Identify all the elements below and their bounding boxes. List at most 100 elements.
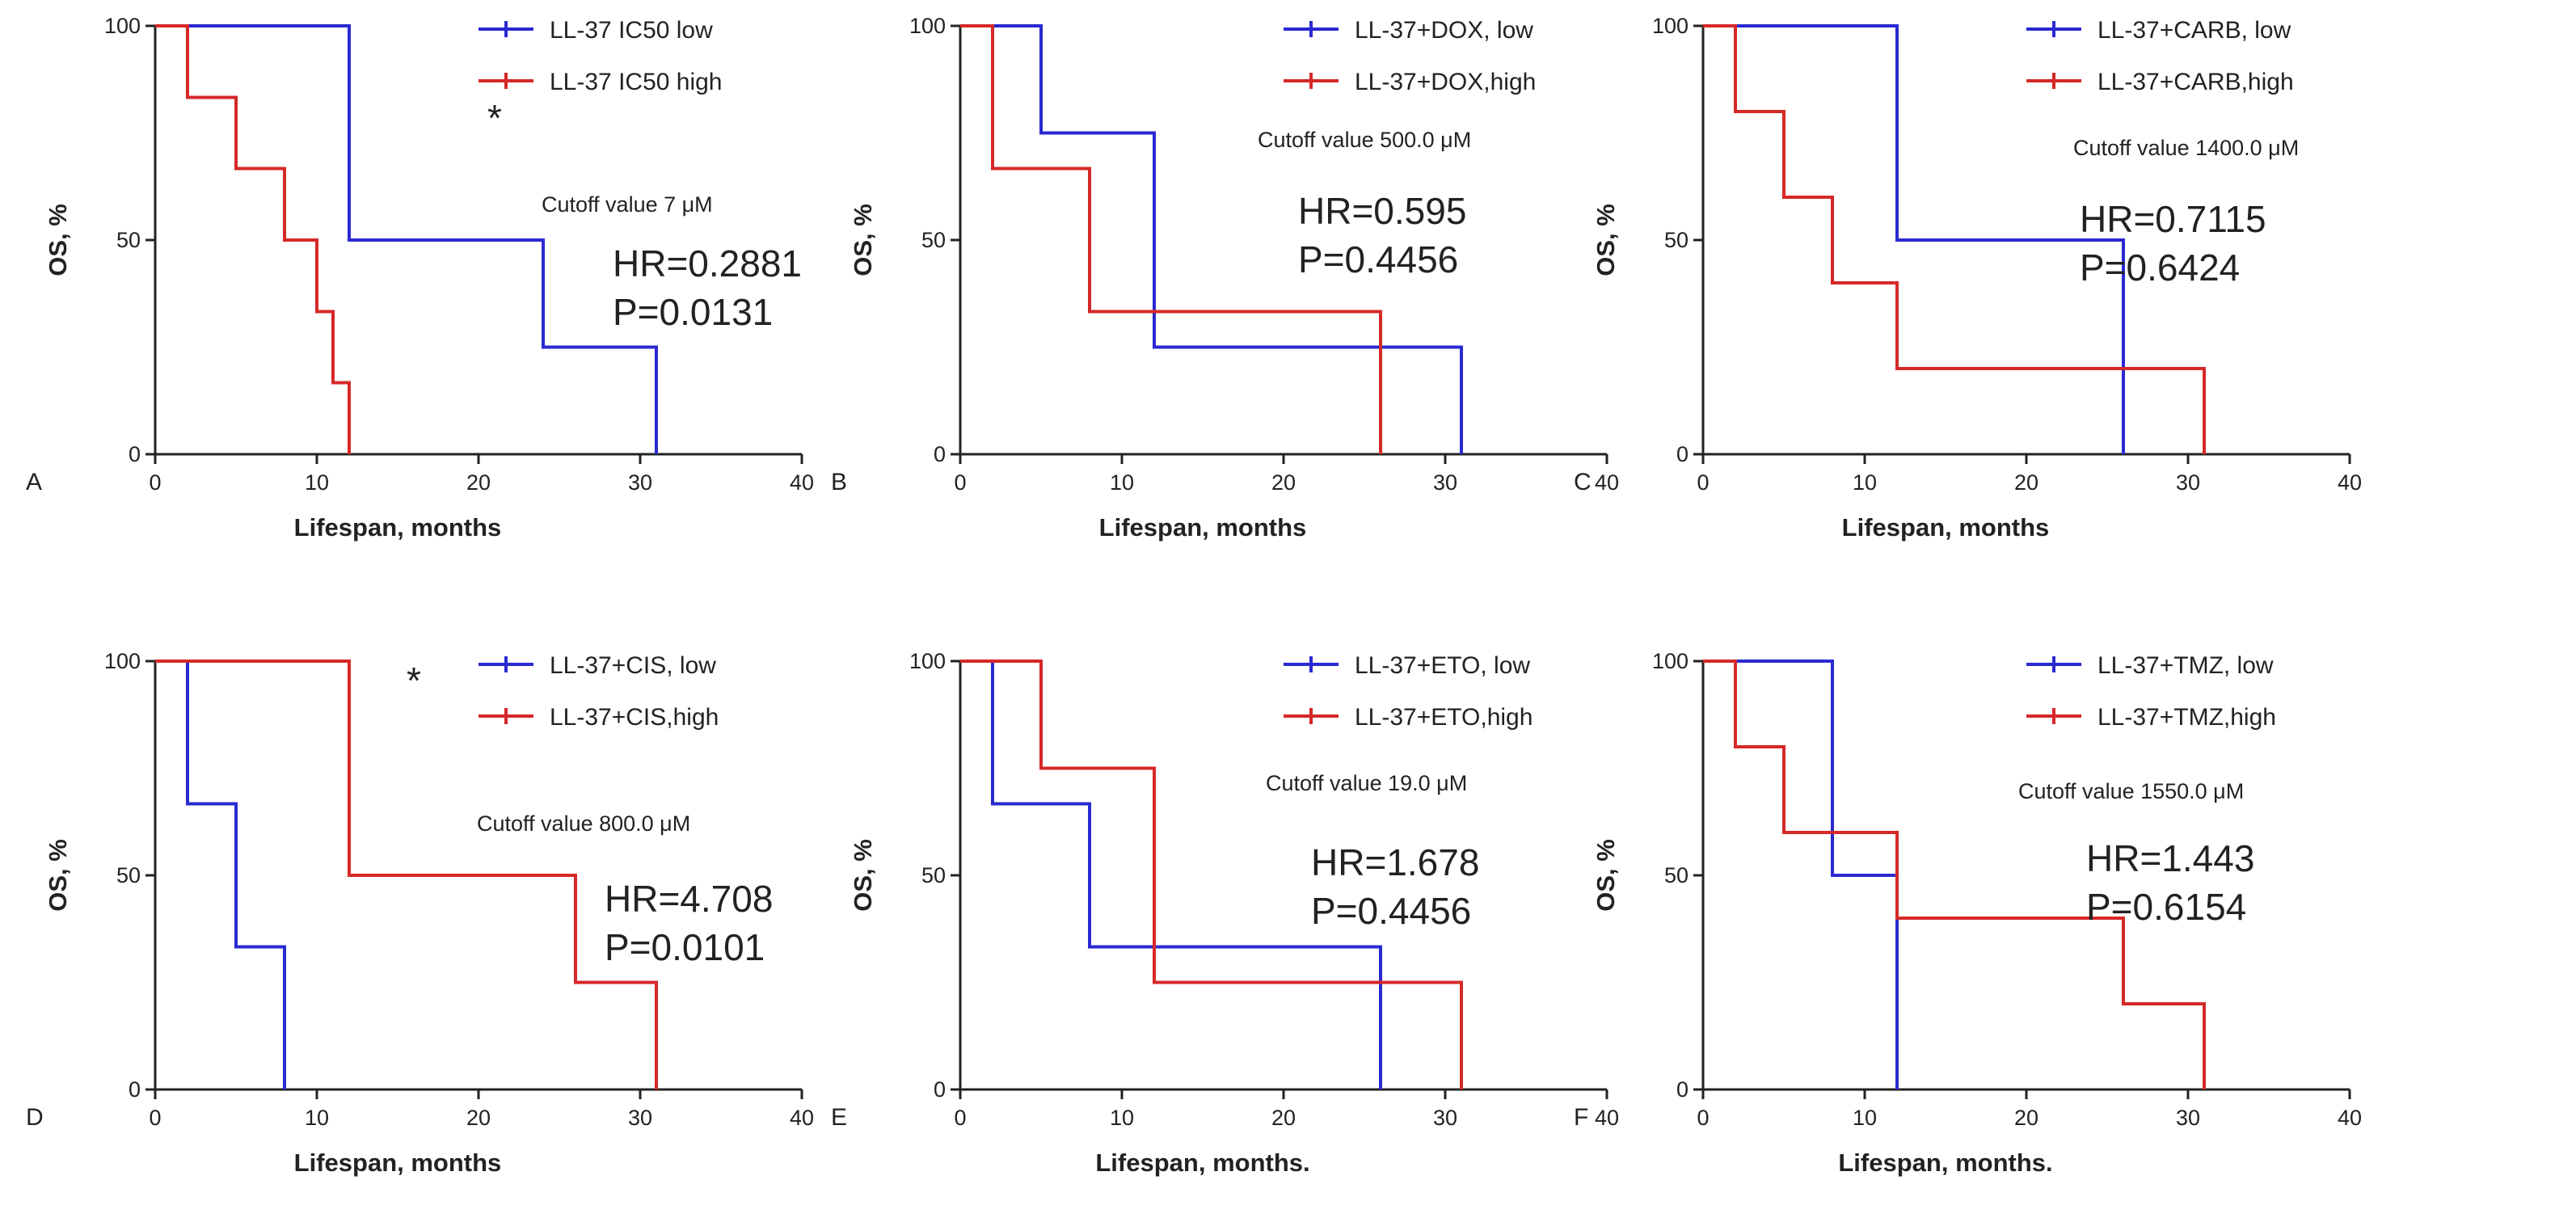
y-tick-label: 0 [129, 442, 141, 466]
panel-e: 0 10 20 30 40 0 50 100 Lifespan, months. OS, % E LL… [831, 649, 1619, 1177]
x-tick-label: 40 [1595, 470, 1619, 495]
x-tick-label: 10 [1853, 1106, 1877, 1130]
y-tick-label: 100 [909, 14, 946, 38]
hazard-ratio: HR=0.7115 [2080, 198, 2266, 240]
x-axis-label: Lifespan, months. [1838, 1148, 2052, 1177]
x-axis-label: Lifespan, months [294, 513, 502, 542]
y-axis-label: OS, % [44, 204, 72, 276]
x-tick-label: 30 [1433, 1106, 1457, 1130]
hazard-ratio: HR=0.2881 [613, 242, 802, 284]
x-tick-label: 0 [954, 470, 966, 495]
p-value: P=0.0101 [605, 926, 765, 968]
y-axis-label: OS, % [1592, 839, 1620, 912]
x-tick-label: 20 [2014, 1106, 2038, 1130]
survival-curve-high [155, 660, 658, 1089]
survival-curve-low [155, 660, 286, 1089]
y-tick-label: 0 [934, 1077, 946, 1102]
panel-f: 0 10 20 30 40 0 50 100 Lifespan, months. OS, % F LL… [1574, 649, 2362, 1177]
legend-label: LL-37+CIS, low [550, 652, 716, 679]
panel-d: 0 10 20 30 40 0 50 100 Lifespan, months OS, % D LL-… [26, 649, 814, 1177]
x-tick-label: 20 [466, 470, 491, 495]
x-tick-label: 20 [1271, 470, 1296, 495]
legend-label: LL-37 IC50 high [550, 69, 723, 95]
p-value: P=0.0131 [613, 291, 773, 333]
x-tick-label: 10 [1110, 470, 1134, 495]
cutoff-label: Cutoff value 800.0 μM [477, 811, 690, 836]
x-tick-label: 0 [149, 470, 161, 495]
x-tick-label: 30 [628, 1106, 652, 1130]
hazard-ratio: HR=1.678 [1311, 841, 1479, 883]
y-tick-label: 50 [116, 863, 141, 887]
panel-letter: D [26, 1104, 44, 1131]
survival-curve-high [155, 24, 351, 454]
x-tick-label: 0 [1697, 470, 1709, 495]
cutoff-label: Cutoff value 1400.0 μM [2073, 136, 2299, 160]
survival-curve-high [960, 24, 1382, 454]
x-tick-label: 40 [790, 470, 814, 495]
panel-letter: A [26, 469, 42, 495]
survival-curve-high [1703, 660, 2206, 1089]
x-tick-label: 0 [1697, 1106, 1709, 1130]
panel-letter: B [831, 469, 847, 495]
x-tick-label: 20 [1271, 1106, 1296, 1130]
x-tick-label: 40 [790, 1106, 814, 1130]
y-tick-label: 50 [921, 228, 946, 252]
x-axis-label: Lifespan, months. [1095, 1148, 1309, 1177]
legend-label: LL-37+DOX, low [1355, 17, 1533, 44]
y-tick-label: 50 [1664, 863, 1689, 887]
y-tick-label: 0 [934, 442, 946, 466]
y-tick-label: 100 [104, 649, 141, 673]
x-axis-label: Lifespan, months [1842, 513, 2050, 542]
panel-letter: F [1574, 1104, 1588, 1131]
hazard-ratio: HR=0.595 [1298, 190, 1466, 232]
x-tick-label: 10 [1110, 1106, 1134, 1130]
legend-label: LL-37 IC50 low [550, 17, 713, 44]
x-tick-label: 10 [1853, 470, 1877, 495]
survival-curve-low [960, 24, 1463, 454]
y-axis-label: OS, % [849, 839, 877, 912]
survival-curve-low [1703, 24, 2125, 454]
x-tick-label: 10 [305, 1106, 329, 1130]
p-value: P=0.4456 [1311, 890, 1471, 932]
legend-label: LL-37+CARB, low [2097, 17, 2291, 44]
hazard-ratio: HR=1.443 [2086, 837, 2254, 879]
x-tick-label: 30 [628, 470, 652, 495]
survival-curve-low [155, 24, 658, 454]
y-tick-label: 50 [921, 863, 946, 887]
y-tick-label: 100 [909, 649, 946, 673]
y-axis-label: OS, % [849, 204, 877, 276]
y-tick-label: 100 [1652, 14, 1689, 38]
survival-curve-low [1703, 660, 1899, 1089]
x-tick-label: 10 [305, 470, 329, 495]
survival-curve-high [960, 660, 1463, 1089]
legend-label: LL-37+TMZ,high [2097, 704, 2276, 731]
x-tick-label: 40 [2338, 1106, 2362, 1130]
cutoff-label: Cutoff value 1550.0 μM [2018, 779, 2244, 803]
legend-label: LL-37+ETO, low [1355, 652, 1530, 679]
x-tick-label: 30 [2176, 1106, 2200, 1130]
x-tick-label: 30 [1433, 470, 1457, 495]
legend-label: LL-37+CIS,high [550, 704, 719, 731]
y-tick-label: 0 [129, 1077, 141, 1102]
x-tick-label: 0 [149, 1106, 161, 1130]
cutoff-label: Cutoff value 19.0 μM [1266, 771, 1467, 795]
cutoff-label: Cutoff value 500.0 μM [1258, 128, 1471, 152]
panel-b: 0 10 20 30 40 0 50 100 Lifespan, months OS, % B LL-… [831, 14, 1619, 542]
x-tick-label: 40 [1595, 1106, 1619, 1130]
x-tick-label: 20 [2014, 470, 2038, 495]
legend-label: LL-37+DOX,high [1355, 69, 1536, 95]
significance-star: * [407, 660, 421, 702]
significance-star: * [487, 97, 502, 139]
panel-c: 0 10 20 30 40 0 50 100 Lifespan, months OS, % C LL-… [1574, 14, 2362, 542]
panel-letter: C [1574, 469, 1592, 495]
y-tick-label: 50 [1664, 228, 1689, 252]
x-tick-label: 30 [2176, 470, 2200, 495]
y-tick-label: 50 [116, 228, 141, 252]
y-axis-label: OS, % [44, 839, 72, 912]
x-axis-label: Lifespan, months [294, 1148, 502, 1177]
p-value: P=0.4456 [1298, 238, 1458, 280]
y-tick-label: 100 [104, 14, 141, 38]
y-tick-label: 100 [1652, 649, 1689, 673]
y-axis-label: OS, % [1592, 204, 1620, 276]
